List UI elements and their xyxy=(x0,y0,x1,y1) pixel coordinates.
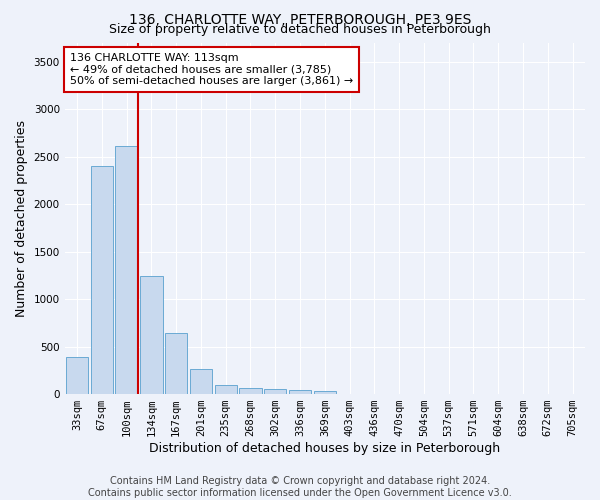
Y-axis label: Number of detached properties: Number of detached properties xyxy=(15,120,28,317)
Text: Contains HM Land Registry data © Crown copyright and database right 2024.
Contai: Contains HM Land Registry data © Crown c… xyxy=(88,476,512,498)
Bar xyxy=(140,276,163,394)
Bar xyxy=(314,391,336,394)
Text: 136 CHARLOTTE WAY: 113sqm
← 49% of detached houses are smaller (3,785)
50% of se: 136 CHARLOTTE WAY: 113sqm ← 49% of detac… xyxy=(70,53,353,86)
Bar xyxy=(165,334,187,394)
Bar xyxy=(115,146,138,394)
Bar xyxy=(190,370,212,394)
Bar xyxy=(289,390,311,394)
X-axis label: Distribution of detached houses by size in Peterborough: Distribution of detached houses by size … xyxy=(149,442,500,455)
Text: Size of property relative to detached houses in Peterborough: Size of property relative to detached ho… xyxy=(109,22,491,36)
Bar xyxy=(66,357,88,394)
Bar xyxy=(91,166,113,394)
Bar xyxy=(264,389,286,394)
Text: 136, CHARLOTTE WAY, PETERBOROUGH, PE3 9ES: 136, CHARLOTTE WAY, PETERBOROUGH, PE3 9E… xyxy=(129,12,471,26)
Bar xyxy=(215,385,237,394)
Bar xyxy=(239,388,262,394)
